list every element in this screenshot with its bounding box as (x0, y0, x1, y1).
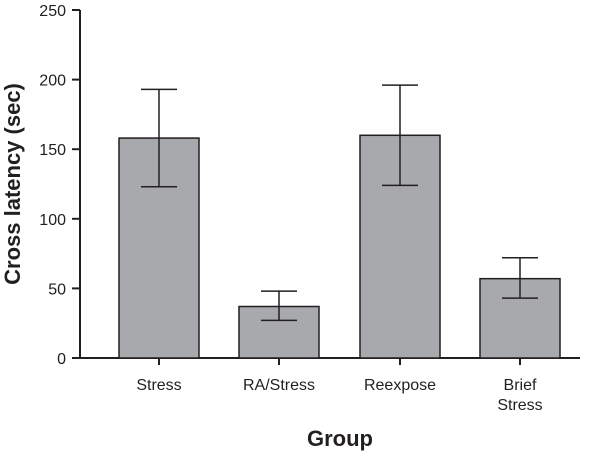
y-tick-label: 0 (57, 351, 66, 368)
y-tick-label: 200 (39, 73, 66, 90)
y-axis: 0 50 100 150 200 250 Cross latency (sec) (0, 3, 81, 368)
x-axis-title: Group (307, 426, 373, 451)
x-axis: Stress RA/Stress Reexpose Brief Stress Group (80, 357, 580, 451)
y-tick-label: 150 (39, 142, 66, 159)
x-tick-label: Brief (504, 377, 537, 394)
x-tick-label: Stress (497, 397, 542, 414)
y-tick-label: 50 (48, 281, 66, 298)
x-tick-label: RA/Stress (243, 377, 315, 394)
x-tick-label: Stress (136, 377, 181, 394)
error-bars (141, 84, 538, 322)
x-labels: Stress RA/Stress Reexpose Brief Stress (136, 358, 543, 414)
x-tick-label: Reexpose (364, 377, 436, 394)
y-ticks: 0 50 100 150 200 250 (39, 3, 80, 368)
y-tick-label: 100 (39, 212, 66, 229)
y-tick-label: 250 (39, 3, 66, 20)
bars (118, 134, 561, 359)
y-axis-title: Cross latency (sec) (0, 83, 25, 285)
